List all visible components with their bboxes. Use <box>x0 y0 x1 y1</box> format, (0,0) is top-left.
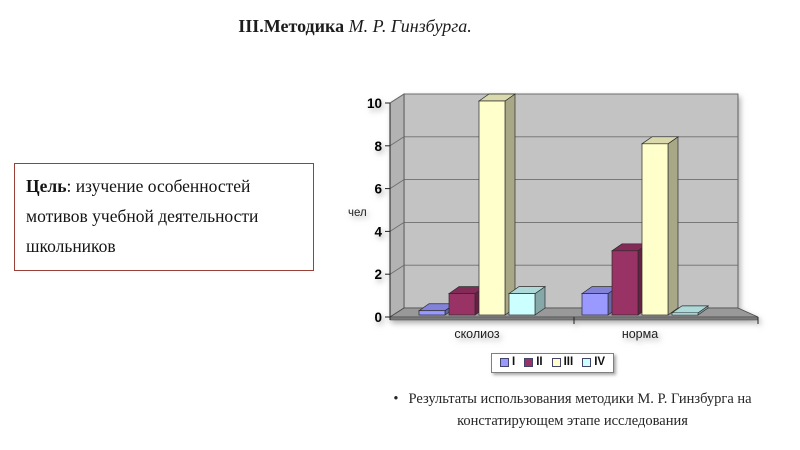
category-label: норма <box>622 327 658 341</box>
legend-item-III: III <box>551 356 574 369</box>
bar-front-face <box>418 310 446 316</box>
goal-text: : изучение особенностей мотивов учебной … <box>26 176 259 256</box>
gridline <box>389 264 405 275</box>
title-author: М. Р. Гинзбурга. <box>344 16 472 36</box>
gridline <box>389 222 405 232</box>
chart-canvas: 0 2 4 6 8 10 чел сколиоз норма <box>348 93 759 341</box>
chart-back-wall <box>403 93 739 309</box>
caption-bullet-text: • Результаты использования методики М. Р.… <box>340 388 800 432</box>
bar-сколиоз-IV <box>507 285 547 316</box>
bar-front-face <box>508 293 536 316</box>
gridline <box>389 179 405 189</box>
bar-front-face <box>581 293 609 316</box>
legend-marker-icon <box>500 358 509 368</box>
legend-item-II: II <box>524 356 543 369</box>
gridline <box>389 136 405 147</box>
y-tick-label: 0 <box>374 310 382 325</box>
page-title: III.Методика М. Р. Гинзбурга. <box>0 16 710 37</box>
bullet-marker: • <box>393 391 399 407</box>
bar-сколиоз-III <box>477 93 517 316</box>
bar-норма-IV <box>670 305 710 316</box>
bar-side-face <box>504 93 516 316</box>
y-tick-label: 10 <box>367 96 382 111</box>
bar-front-face <box>671 312 699 316</box>
gridline <box>389 93 405 104</box>
caption-text-1: Результаты использования методики М. Р. … <box>408 391 752 407</box>
legend-item-I: I <box>500 356 516 369</box>
bar-side-face <box>667 136 679 316</box>
title-topic: III.Методика <box>238 16 345 36</box>
legend-marker-icon <box>551 358 561 368</box>
legend-marker-icon <box>524 358 534 368</box>
y-tick-label: 2 <box>374 267 382 282</box>
legend-label: IV <box>594 356 606 368</box>
bar-норма-III <box>640 136 680 316</box>
y-axis-title: чел <box>348 207 367 219</box>
chart-side-wall <box>389 93 405 318</box>
bar-front-face <box>448 293 476 316</box>
bar-chart: 0 2 4 6 8 10 чел сколиоз норма I II III IV <box>340 75 798 387</box>
chart-legend: I II III IV <box>491 353 615 373</box>
caption-line-2: констатирующем этапе исследования <box>457 413 688 429</box>
category-label: сколиоз <box>454 327 500 341</box>
goal-text-box: Цель: изучение особенностей мотивов учеб… <box>14 163 314 271</box>
bar-front-face <box>641 143 669 316</box>
legend-item-IV: IV <box>582 356 606 369</box>
legend-label: II <box>536 356 543 368</box>
y-tick-label: 4 <box>374 224 382 239</box>
bar-front-face <box>478 100 506 316</box>
legend-marker-icon <box>582 358 592 368</box>
y-tick-label: 6 <box>374 182 382 197</box>
bar-front-face <box>611 250 639 316</box>
legend-label: I <box>512 356 516 368</box>
legend-label: III <box>563 356 574 368</box>
goal-label: Цель <box>26 176 67 196</box>
y-tick-label: 8 <box>374 139 382 154</box>
caption-line-1: • Результаты использования методики М. Р.… <box>340 388 800 410</box>
